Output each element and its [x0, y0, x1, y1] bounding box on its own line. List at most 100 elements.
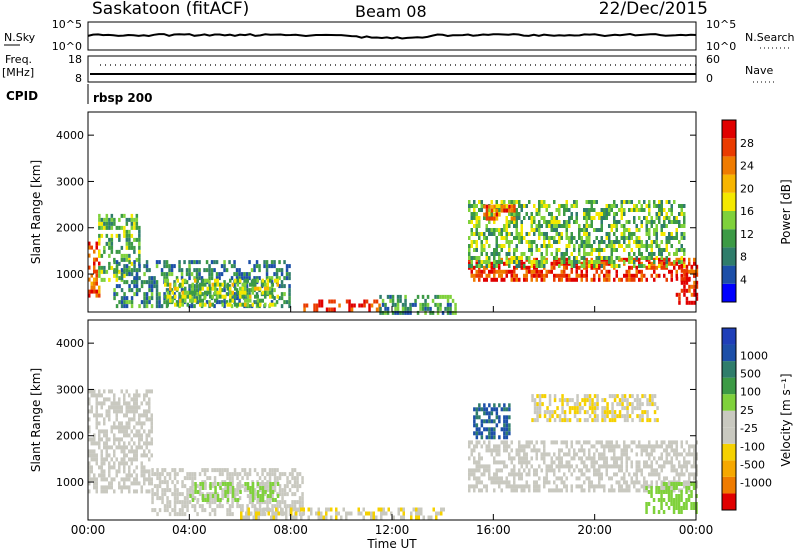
data-cell: [228, 512, 232, 517]
data-cell: [475, 431, 479, 436]
data-cell: [120, 296, 124, 301]
data-cell: [600, 269, 603, 274]
data-cell: [553, 452, 556, 457]
data-cell: [271, 484, 274, 489]
data-cell: [610, 264, 613, 268]
data-cell: [100, 277, 104, 282]
data-cell: [115, 284, 119, 289]
data-cell: [605, 204, 608, 208]
data-cell: [108, 413, 111, 418]
data-cell: [665, 502, 668, 506]
data-cell: [214, 282, 217, 287]
data-cell: [254, 278, 257, 283]
data-cell: [98, 389, 101, 394]
data-cell: [646, 414, 649, 419]
data-cell: [545, 204, 548, 208]
data-cell: [558, 208, 561, 212]
data-cell: [663, 248, 666, 252]
data-cell: [113, 421, 116, 426]
data-cell: [140, 300, 144, 305]
data-cell: [240, 507, 243, 512]
data-cell: [648, 256, 651, 260]
data-cell: [248, 288, 251, 293]
data-cell: [194, 298, 197, 303]
data-cell: [583, 273, 586, 278]
data-cell: [533, 406, 537, 411]
data-cell: [493, 220, 496, 224]
data-cell: [236, 492, 239, 497]
data-cell: [498, 403, 501, 408]
data-cell: [113, 217, 116, 222]
data-cell: [113, 296, 116, 301]
data-cell: [120, 437, 123, 442]
data-cell: [100, 461, 103, 466]
data-cell: [613, 260, 616, 264]
data-cell: [518, 484, 521, 489]
data-cell: [540, 277, 543, 282]
data-cell: [523, 277, 526, 282]
data-cell: [683, 236, 686, 240]
data-cell: [201, 486, 205, 490]
data-cell: [563, 418, 567, 423]
data-cell: [315, 511, 318, 516]
data-cell: [480, 407, 484, 412]
data-cell: [693, 300, 696, 305]
data-cell: [100, 405, 103, 410]
data-cell: [88, 417, 91, 422]
data-cell: [95, 245, 98, 250]
data-cell: [125, 453, 128, 458]
data-cell: [244, 290, 247, 295]
data-cell: [595, 269, 598, 274]
data-cell: [183, 512, 187, 517]
data-cell: [105, 485, 108, 490]
data-cell: [533, 488, 536, 493]
data-cell: [618, 402, 622, 407]
data-cell: [206, 498, 210, 502]
data-cell: [128, 237, 131, 242]
data-cell: [538, 484, 541, 489]
data-cell: [170, 264, 174, 269]
data-cell: [670, 277, 673, 282]
data-cell: [520, 448, 523, 453]
data-cell: [625, 228, 628, 232]
data-cell: [436, 302, 440, 307]
data-cell: [440, 511, 443, 516]
data-cell: [233, 472, 237, 477]
data-cell: [595, 468, 598, 473]
data-cell: [621, 406, 624, 411]
data-cell: [653, 277, 656, 282]
data-cell: [528, 260, 531, 264]
data-cell: [186, 488, 189, 493]
data-cell: [583, 488, 586, 493]
data-cell: [188, 268, 191, 273]
data-cell: [473, 212, 476, 216]
data-cell: [148, 405, 151, 410]
data-cell: [588, 480, 591, 485]
data-cell: [663, 257, 666, 262]
data-cell: [120, 477, 123, 482]
data-cell: [488, 208, 491, 212]
data-cell: [255, 515, 258, 520]
data-cell: [677, 498, 681, 502]
data-cell: [683, 484, 686, 489]
data-cell: [568, 452, 571, 457]
data-cell: [278, 260, 281, 265]
data-cell: [675, 248, 678, 252]
colorbar-frame: [721, 119, 737, 303]
data-cell: [437, 511, 440, 516]
data-cell: [545, 208, 548, 212]
data-cell: [503, 415, 506, 420]
data-cell: [483, 277, 486, 282]
data-cell: [660, 456, 663, 461]
data-cell: [215, 276, 219, 281]
data-cell: [229, 486, 232, 490]
data-cell: [513, 236, 516, 240]
data-cell: [348, 303, 351, 308]
data-cell: [276, 504, 279, 509]
data-cell: [400, 507, 403, 512]
data-cell: [643, 410, 647, 415]
data-cell: [215, 300, 219, 305]
data-cell: [615, 264, 618, 268]
data-cell: [585, 208, 588, 212]
data-cell: [631, 410, 634, 415]
